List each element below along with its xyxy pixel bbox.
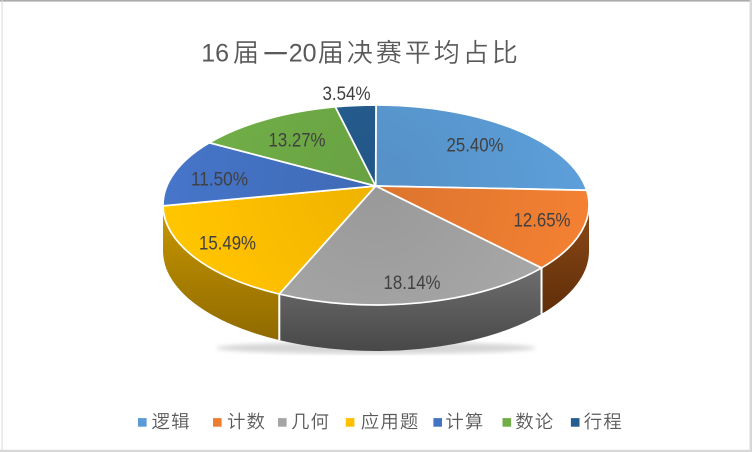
svg-text:15.49%: 15.49% <box>199 232 256 254</box>
svg-text:25.40%: 25.40% <box>447 134 504 156</box>
svg-text:12.65%: 12.65% <box>514 209 571 231</box>
svg-text:11.50%: 11.50% <box>191 168 248 190</box>
svg-text:3.54%: 3.54% <box>323 83 371 105</box>
svg-text:18.14%: 18.14% <box>384 272 441 294</box>
svg-text:13.27%: 13.27% <box>269 129 326 151</box>
svg-text:20: 20 <box>289 40 317 68</box>
svg-text:16: 16 <box>201 40 229 68</box>
